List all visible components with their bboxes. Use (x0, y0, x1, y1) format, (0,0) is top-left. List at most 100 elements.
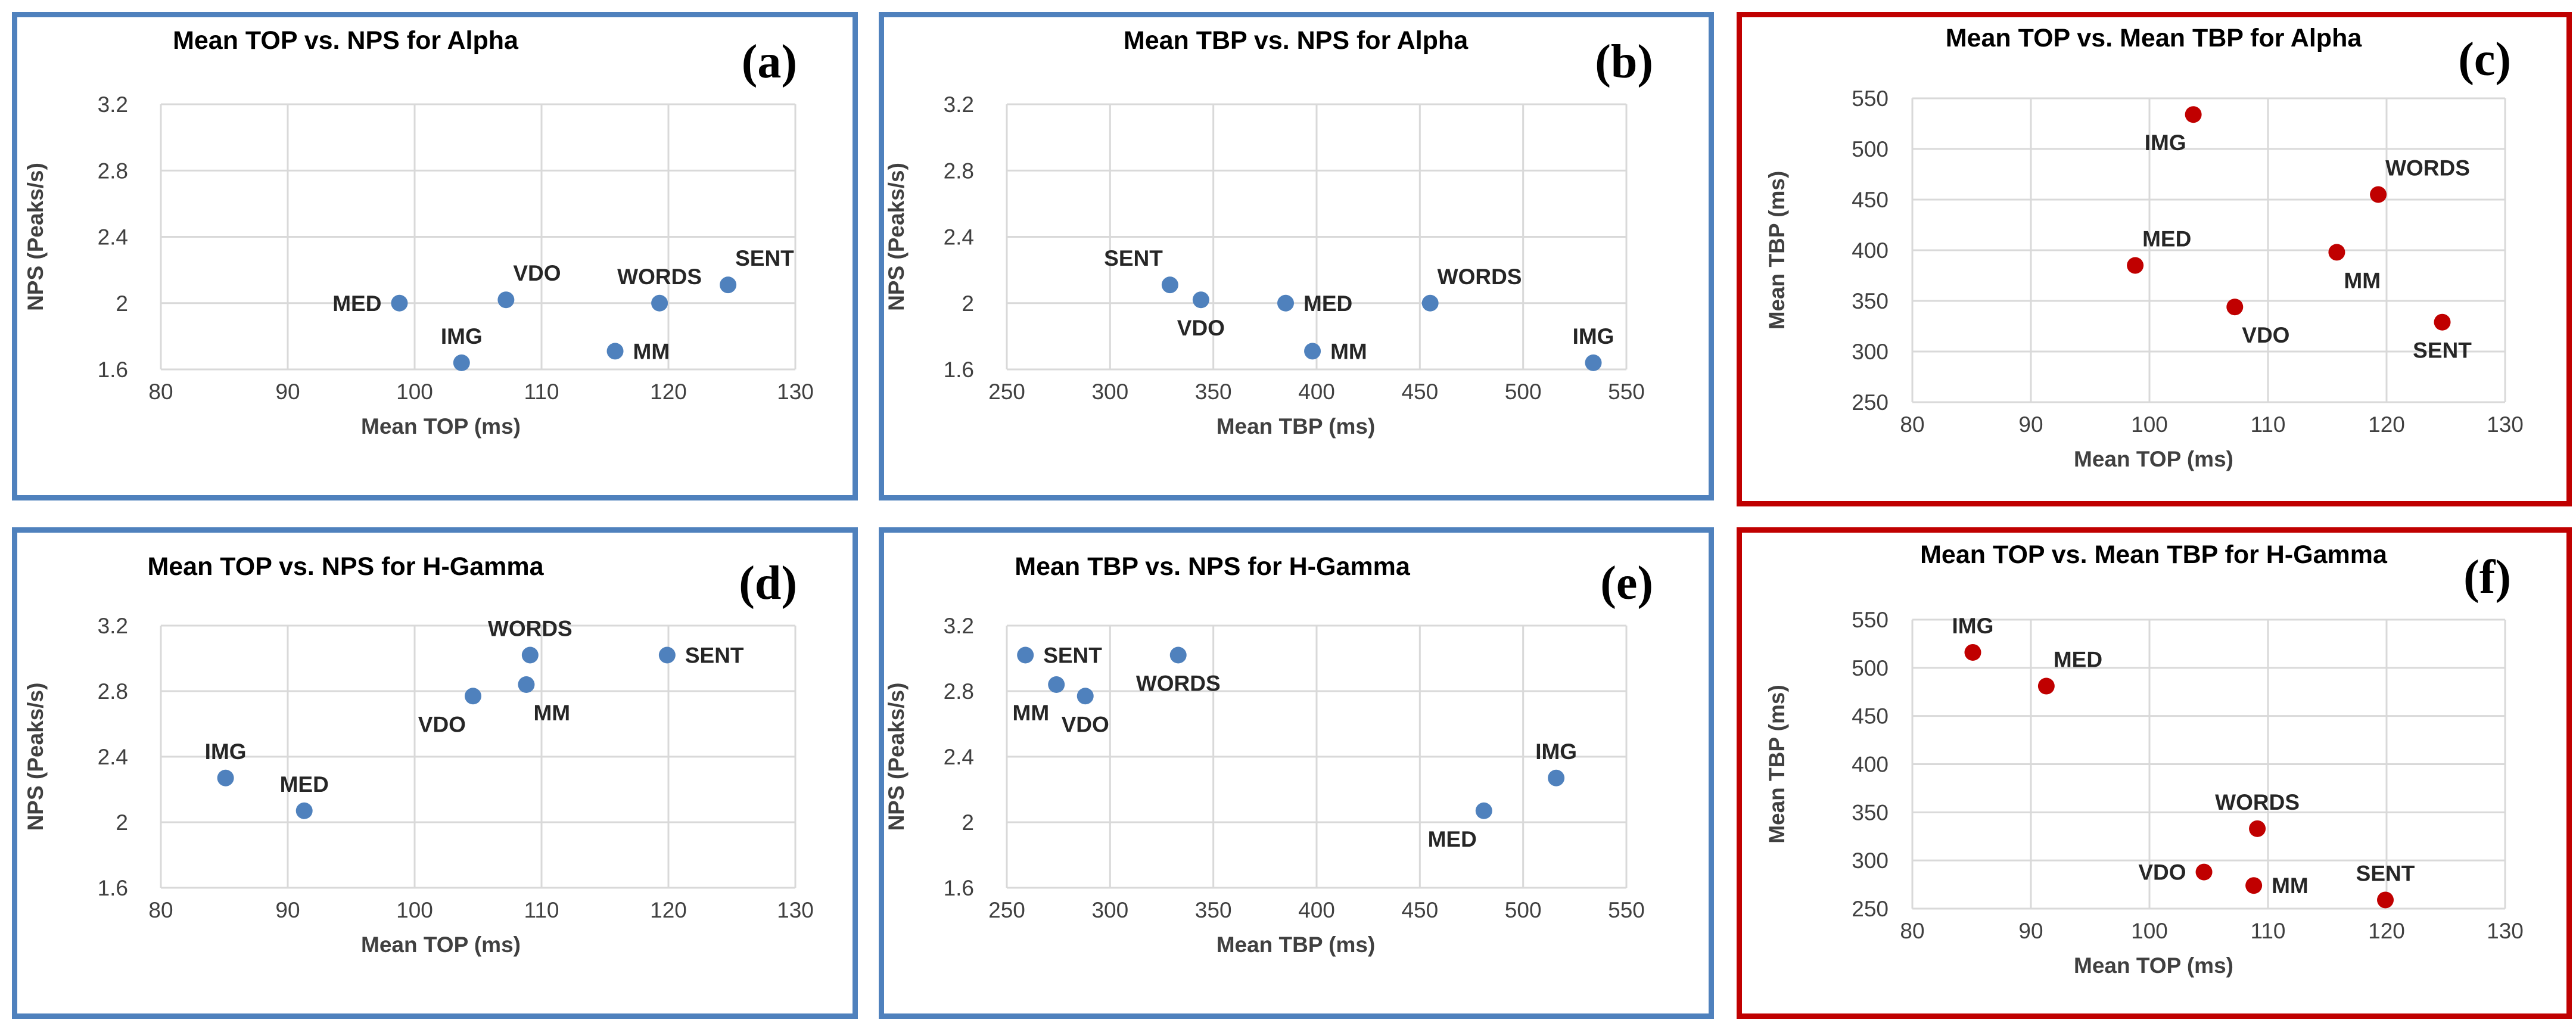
data-point-mm (1048, 676, 1065, 693)
data-point-img (453, 354, 470, 371)
y-tick-label: 3.2 (944, 614, 974, 638)
scatter-chart-b: 250 300 350 400 450 500 550 1.6 2 2.4 2.8 3.2 Mean T… (879, 12, 1714, 500)
y-tick-label: 2.4 (98, 225, 128, 250)
y-tick-label: 500 (1852, 656, 1889, 680)
y-tick-label: 2.8 (98, 158, 128, 183)
panel-frame (12, 527, 858, 1019)
y-tick-label: 400 (1852, 753, 1889, 777)
panel-frame (12, 12, 858, 500)
data-label-med: MED (2054, 648, 2102, 672)
chart-title: Mean TOP vs. NPS for Alpha (173, 26, 519, 55)
data-label-img: IMG (1535, 739, 1577, 764)
panel-frame (879, 527, 1714, 1019)
data-point-sent (1017, 646, 1034, 664)
panel-letter: (c) (2458, 33, 2511, 86)
x-tick-label: 90 (2018, 919, 2043, 943)
data-label-sent: SENT (1104, 246, 1163, 271)
data-label-sent: SENT (2356, 861, 2415, 885)
data-label-img: IMG (2145, 130, 2186, 155)
y-tick-label: 450 (1852, 704, 1889, 729)
x-tick-label: 110 (524, 380, 559, 404)
data-point-sent (658, 646, 676, 664)
y-tick-label: 2.8 (98, 679, 128, 704)
y-axis-label: NPS (Peaks/s) (884, 163, 909, 311)
y-tick-label: 450 (1852, 188, 1889, 212)
data-point-mm (1304, 343, 1321, 360)
chart-panel-a: 80 90 100 110 120 130 1.6 2 2.4 2.8 3.2 Mean TOP vs… (12, 12, 858, 500)
data-point-med (391, 294, 408, 312)
x-tick-label: 120 (650, 380, 687, 404)
x-tick-label: 130 (2487, 412, 2524, 437)
x-axis-label: Mean TOP (ms) (361, 414, 521, 439)
data-point-vdo (2226, 299, 2244, 316)
data-point-vdo (1077, 688, 1094, 705)
y-tick-label: 1.6 (944, 357, 974, 382)
y-tick-label: 3.2 (944, 92, 974, 117)
data-point-vdo (1192, 291, 1209, 309)
x-tick-label: 90 (275, 898, 300, 922)
panel-letter: (a) (742, 36, 797, 88)
y-tick-label: 2.4 (944, 745, 974, 769)
x-tick-label: 400 (1298, 898, 1335, 922)
panel-frame (1737, 527, 2572, 1019)
x-tick-label: 110 (2251, 412, 2286, 437)
data-point-med (295, 802, 313, 819)
data-point-mm (606, 343, 624, 360)
x-axis-label: Mean TOP (ms) (2074, 953, 2233, 978)
data-point-words (1169, 646, 1187, 664)
y-tick-label: 2.8 (944, 158, 974, 183)
data-point-words (2249, 820, 2266, 837)
x-tick-label: 100 (2131, 412, 2168, 437)
x-tick-label: 450 (1401, 898, 1438, 922)
x-tick-label: 110 (524, 898, 559, 922)
y-tick-label: 1.6 (944, 876, 974, 900)
x-tick-label: 300 (1091, 380, 1128, 404)
data-label-vdo: VDO (1062, 712, 1109, 736)
chart-title: Mean TBP vs. NPS for Alpha (1124, 26, 1469, 55)
data-label-words: WORDS (2215, 790, 2300, 814)
y-tick-label: 250 (1852, 390, 1889, 415)
y-tick-label: 500 (1852, 137, 1889, 161)
y-axis-label: NPS (Peaks/s) (23, 163, 48, 311)
chart-title: Mean TOP vs. NPS for H-Gamma (147, 552, 544, 581)
chart-panel-e: 250 300 350 400 450 500 550 1.6 2 2.4 2.8 3.2 Mean T… (879, 527, 1714, 1019)
data-label-words: WORDS (1136, 671, 1221, 696)
x-tick-label: 500 (1505, 380, 1542, 404)
x-tick-label: 250 (988, 380, 1025, 404)
chart-title: Mean TBP vs. NPS for H-Gamma (1015, 552, 1411, 581)
data-label-sent: SENT (685, 643, 744, 668)
x-tick-label: 80 (148, 380, 173, 404)
data-label-words: WORDS (2385, 156, 2470, 181)
x-tick-label: 100 (2131, 919, 2168, 943)
data-label-mm: MM (2344, 268, 2381, 293)
y-tick-label: 300 (1852, 848, 1889, 873)
x-tick-label: 110 (2251, 919, 2286, 943)
x-tick-label: 120 (2368, 919, 2405, 943)
data-label-sent: SENT (2413, 338, 2472, 363)
y-tick-label: 2.4 (98, 745, 128, 769)
y-tick-label: 2.8 (944, 679, 974, 704)
x-axis-label: Mean TBP (ms) (1217, 414, 1376, 439)
data-point-img (2185, 106, 2202, 123)
y-axis-label: NPS (Peaks/s) (23, 683, 48, 831)
data-point-img (1964, 643, 1981, 661)
data-point-img (217, 769, 234, 786)
data-point-img (1585, 354, 1602, 371)
x-tick-label: 80 (148, 898, 173, 922)
data-point-med (2037, 677, 2055, 695)
data-label-vdo: VDO (2138, 860, 2186, 885)
data-point-med (2127, 257, 2144, 274)
panel-letter: (d) (739, 557, 797, 610)
data-point-sent (1161, 276, 1178, 294)
data-point-mm (2245, 877, 2263, 894)
scatter-chart-e: 250 300 350 400 450 500 550 1.6 2 2.4 2.8 3.2 Mean T… (879, 527, 1714, 1019)
data-label-med: MED (280, 772, 329, 797)
x-tick-label: 80 (1900, 919, 1924, 943)
y-tick-label: 3.2 (98, 92, 128, 117)
data-point-sent (2434, 313, 2451, 331)
data-label-img: IMG (1573, 324, 1614, 349)
y-tick-label: 2.4 (944, 225, 974, 250)
x-axis-label: Mean TBP (ms) (1217, 932, 1376, 957)
panel-frame (1737, 12, 2572, 506)
x-tick-label: 120 (650, 898, 687, 922)
